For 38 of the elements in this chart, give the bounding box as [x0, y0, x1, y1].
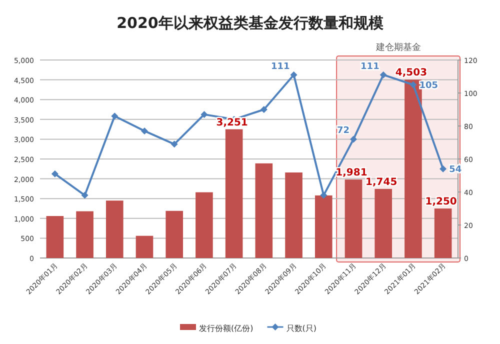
bar — [166, 210, 184, 258]
data-label: 4,503 — [395, 68, 428, 79]
point — [290, 71, 298, 78]
point — [200, 110, 208, 118]
bar — [434, 208, 452, 258]
bar — [136, 236, 154, 258]
point — [170, 140, 178, 148]
point — [440, 165, 447, 172]
bar — [374, 188, 392, 258]
band-label: 建仓期基金 — [374, 42, 421, 53]
bar — [314, 195, 332, 258]
legend-label: 发行份额(亿份) — [199, 324, 254, 333]
bar — [285, 172, 302, 258]
bar — [196, 192, 213, 258]
point — [320, 192, 328, 199]
point — [111, 112, 118, 120]
bar — [46, 216, 64, 258]
bar — [106, 200, 124, 258]
data-label: 111 — [360, 62, 380, 72]
point — [51, 170, 58, 178]
bar — [255, 163, 273, 258]
point — [141, 127, 148, 134]
bar — [344, 180, 362, 258]
legend-label: 只数(只) — [286, 324, 316, 333]
data-label: 1,250 — [425, 196, 457, 208]
point — [410, 81, 417, 88]
data-label: 72 — [336, 126, 350, 136]
bar — [404, 80, 422, 258]
data-label: 3,251 — [216, 117, 248, 128]
data-label: 111 — [270, 62, 290, 72]
point — [81, 192, 88, 199]
bar — [225, 129, 243, 258]
point — [380, 71, 387, 78]
bar — [76, 211, 94, 258]
point — [350, 136, 357, 143]
point — [260, 106, 268, 113]
chart-title: 2020年以来权益类基金发行数量和规模 — [116, 14, 384, 32]
data-label: 1,745 — [366, 176, 398, 188]
